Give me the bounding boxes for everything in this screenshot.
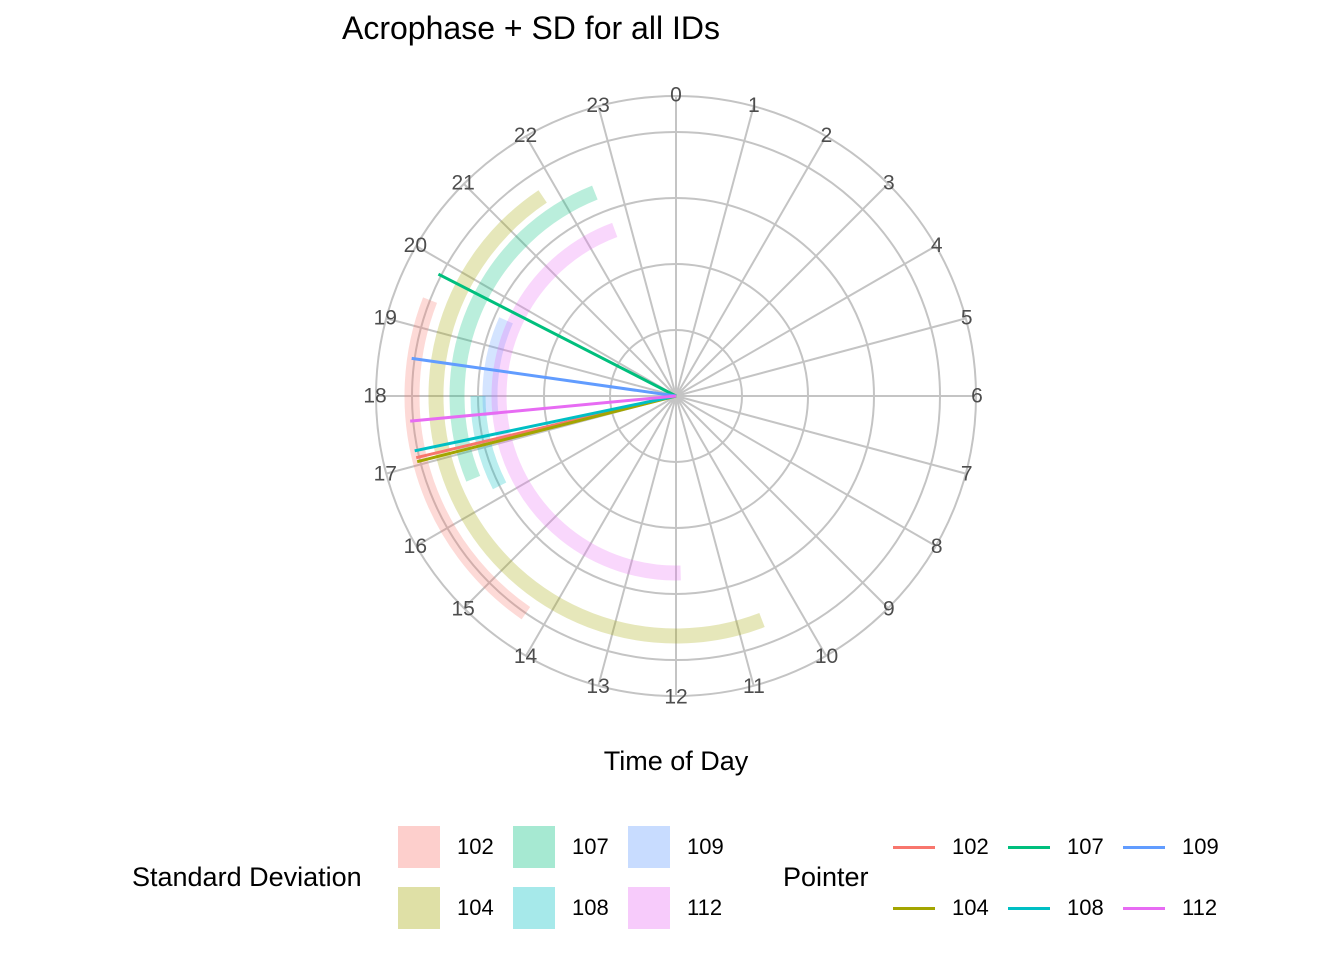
tick-label-23: 23	[586, 94, 609, 117]
sd-legend-label-109: 109	[687, 834, 724, 859]
pointer-legend-key-102	[893, 846, 935, 849]
sd-legend-key-102	[398, 826, 440, 868]
grid-spoke-20	[415, 245, 677, 397]
pointer-107	[437, 272, 677, 398]
pointer-legend-key-104	[893, 907, 935, 910]
pointer-legend-label-112: 112	[1182, 895, 1218, 920]
grid-spoke-2	[675, 135, 827, 397]
sd-legend-label-108: 108	[572, 895, 609, 920]
pointer-legend-label-107: 107	[1067, 834, 1104, 859]
grid-spoke-13	[597, 395, 677, 687]
pointer-legend-label-108: 108	[1067, 895, 1104, 920]
tick-label-14: 14	[514, 645, 538, 668]
pointer-legend-label-102: 102	[952, 834, 989, 859]
tick-label-0: 0	[670, 84, 682, 107]
grid-spoke-1	[675, 105, 755, 397]
pointer-legend-key-112	[1123, 907, 1165, 910]
tick-label-3: 3	[883, 172, 895, 195]
sd-legend-key-108	[513, 887, 555, 929]
sd-legend-title: Standard Deviation	[132, 862, 362, 892]
tick-label-4: 4	[931, 234, 943, 257]
pointer-legend-label-104: 104	[952, 895, 989, 920]
sd-legend-label-112: 112	[687, 895, 723, 920]
tick-label-13: 13	[586, 675, 609, 698]
tick-label-1: 1	[748, 94, 760, 117]
pointer-104	[416, 394, 677, 464]
tick-label-10: 10	[815, 645, 838, 668]
x-axis-label: Time of Day	[603, 746, 749, 776]
tick-label-9: 9	[883, 597, 895, 620]
tick-label-21: 21	[451, 172, 474, 195]
grid-spoke-16	[415, 395, 677, 547]
sd-legend-label-104: 104	[457, 895, 494, 920]
grid-spoke-8	[675, 395, 937, 547]
pointer-legend-key-109	[1123, 846, 1165, 849]
grid-spoke-21	[463, 183, 677, 397]
sd-legend-key-112	[628, 887, 670, 929]
sd-arc-107	[449, 185, 598, 482]
sd-legend-key-104	[398, 887, 440, 929]
tick-label-2: 2	[821, 124, 833, 147]
tick-label-12: 12	[664, 686, 687, 709]
pointer-legend-label-109: 109	[1182, 834, 1219, 859]
tick-label-22: 22	[514, 124, 537, 147]
sd-legend-label-102: 102	[457, 834, 494, 859]
pointer-108	[414, 394, 677, 453]
grid-spoke-14	[525, 395, 677, 657]
sd-arc-112	[491, 222, 681, 581]
pointer-112	[410, 394, 677, 423]
grid-spoke-23	[597, 105, 677, 397]
sd-legend-key-109	[628, 826, 670, 868]
chart-title: Acrophase + SD for all IDs	[342, 10, 720, 46]
pointer-legend-key-108	[1008, 907, 1050, 910]
pointer-109	[411, 356, 677, 398]
sd-legend-label-107: 107	[572, 834, 609, 859]
tick-label-16: 16	[404, 535, 427, 558]
grid-spoke-4	[675, 245, 937, 397]
polar-grid	[375, 95, 977, 697]
tick-label-19: 19	[374, 307, 397, 330]
grid-spoke-19	[385, 317, 677, 397]
tick-label-18: 18	[363, 385, 386, 408]
grid-spoke-22	[525, 135, 677, 397]
sd-arc-109	[482, 317, 513, 417]
grid-spoke-11	[675, 395, 755, 687]
sd-arcs	[404, 185, 765, 644]
tick-label-20: 20	[404, 234, 427, 257]
sd-legend-key-107	[513, 826, 555, 868]
grid-spoke-15	[463, 395, 677, 609]
tick-label-8: 8	[931, 535, 943, 558]
tick-label-7: 7	[961, 462, 973, 485]
pointer-legend-key-107	[1008, 846, 1050, 849]
grid-spoke-7	[675, 395, 967, 475]
sd-arc-102	[404, 297, 531, 620]
tick-label-15: 15	[451, 597, 474, 620]
pointer-lines	[410, 272, 677, 464]
grid-spoke-10	[675, 395, 827, 657]
sd-arc-104	[428, 190, 765, 644]
grid-spoke-3	[675, 183, 889, 397]
tick-label-11: 11	[743, 675, 765, 698]
pointer-legend-title: Pointer	[783, 862, 869, 892]
tick-label-17: 17	[374, 462, 397, 485]
tick-label-5: 5	[961, 307, 973, 330]
tick-label-6: 6	[971, 385, 983, 408]
grid-spoke-9	[675, 395, 889, 609]
grid-spoke-5	[675, 317, 967, 397]
